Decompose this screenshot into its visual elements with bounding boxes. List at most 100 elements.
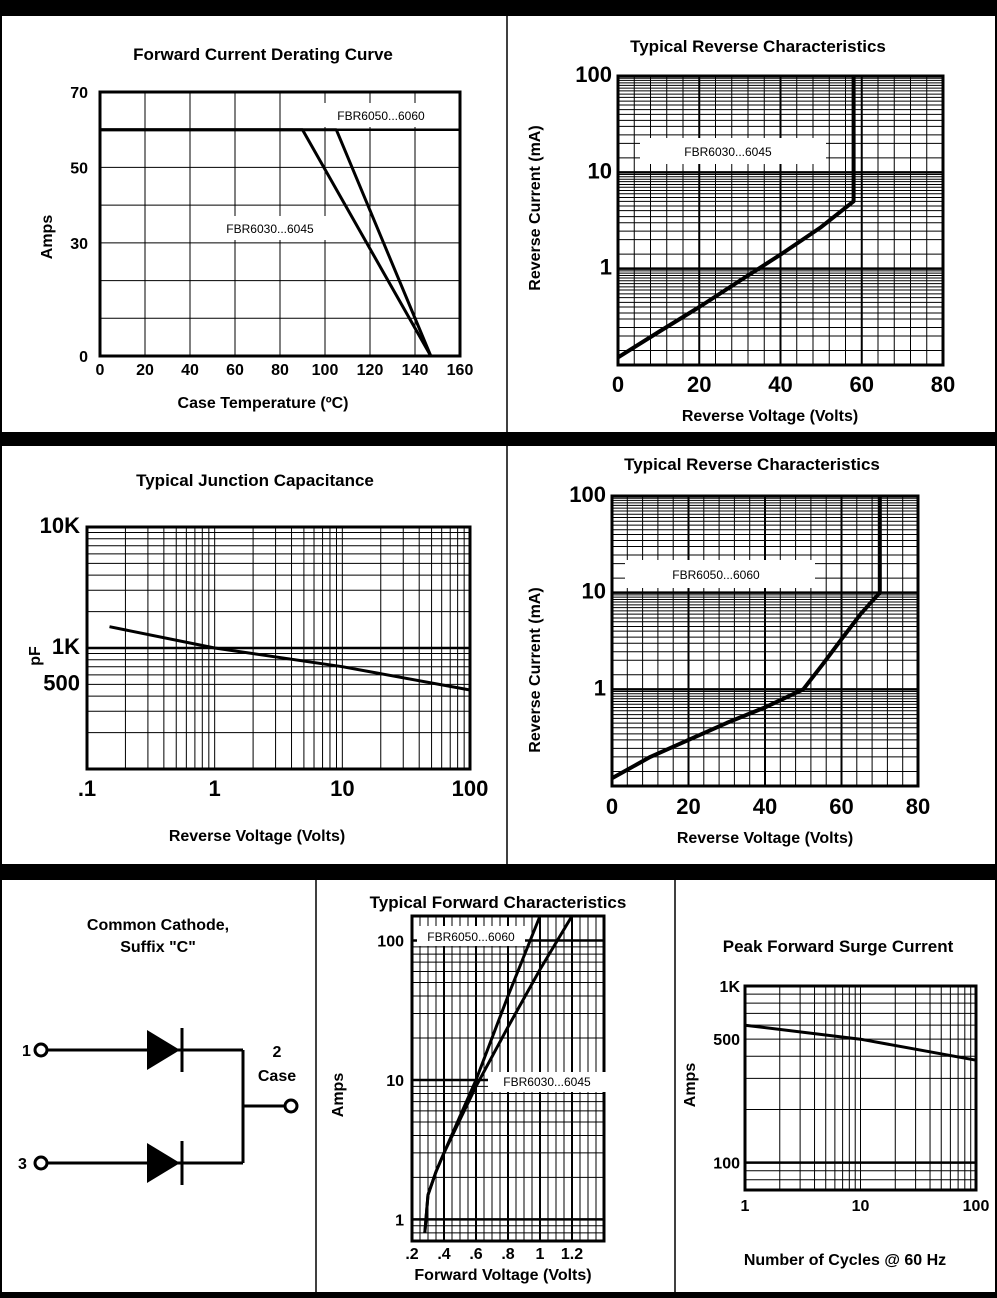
y-tick-label: 500 [713, 1032, 740, 1049]
x-tick-label: 1 [209, 776, 221, 801]
x-ticks: 1 10 100 [741, 1198, 990, 1215]
y-axis-label: Amps [682, 1063, 699, 1108]
y-axis-label: pF [27, 646, 44, 666]
x-tick-label: 140 [402, 362, 429, 379]
series-label-6050: FBR6050...6060 [337, 109, 425, 123]
pin2-label: 2 [273, 1044, 282, 1061]
x-tick-label: 20 [136, 362, 154, 379]
x-ticks: .2 .4 .6 .8 1 1.2 [405, 1246, 583, 1263]
plot-grid [87, 527, 470, 769]
chart-title: Typical Reverse Characteristics [630, 37, 886, 56]
diode-lower-icon [147, 1143, 180, 1183]
x-tick-label: 20 [687, 372, 711, 397]
x-tick-label: 10 [852, 1198, 870, 1215]
x-tick-label: 0 [612, 372, 624, 397]
y-axis-label: Amps [39, 215, 56, 260]
circuit-diagram: Common Cathode, Suffix "C" 1 3 2 Case [18, 917, 297, 1185]
x-tick-label: 1 [536, 1246, 545, 1263]
x-tick-label: 80 [931, 372, 955, 397]
top-bar [0, 0, 997, 16]
series-label-6030: FBR6030...6045 [684, 145, 772, 159]
y-axis-label: Reverse Current (mA) [527, 587, 544, 752]
x-ticks: 0 20 40 60 80 100 120 140 160 [96, 362, 474, 379]
x-tick-label: 10 [330, 776, 354, 801]
series-label-6050: FBR6050...6060 [427, 930, 515, 944]
y-tick-label: 1K [52, 634, 80, 659]
plot-grid [618, 76, 943, 365]
y-tick-label: 100 [575, 62, 612, 87]
x-tick-label: 60 [226, 362, 244, 379]
x-tick-label: 60 [850, 372, 874, 397]
x-tick-label: .4 [437, 1246, 450, 1263]
y-tick-label: 10K [40, 513, 80, 538]
pin2-terminal-icon [285, 1100, 297, 1112]
y-tick-label: 1K [720, 979, 741, 996]
plot-grid [745, 986, 976, 1190]
x-tick-label: 160 [447, 362, 474, 379]
x-tick-label: 100 [312, 362, 339, 379]
chart-forward: Typical Forward Characteristics .2 .4 .6 .8… [330, 893, 626, 1284]
x-axis-label: Case Temperature (ºC) [178, 395, 349, 412]
pin1-terminal-icon [35, 1044, 47, 1056]
y-axis-label: Reverse Current (mA) [527, 125, 544, 290]
x-ticks: 0 20 40 60 80 [612, 372, 955, 397]
y-tick-label: 30 [70, 236, 88, 253]
x-tick-label: .6 [469, 1246, 482, 1263]
x-tick-label: 20 [676, 794, 700, 819]
x-axis-label: Reverse Voltage (Volts) [169, 828, 345, 845]
pin1-label: 1 [22, 1043, 31, 1060]
y-tick-label: 100 [569, 482, 606, 507]
chart-title: Typical Forward Characteristics [370, 893, 627, 912]
bottom-bar [0, 1292, 997, 1298]
x-ticks: .1 1 10 100 [78, 776, 489, 801]
chart-capacitance: Typical Junction Capacitance .1 1 10 100 50… [27, 471, 488, 845]
y-tick-label: 1 [600, 255, 612, 280]
pin3-terminal-icon [35, 1157, 47, 1169]
y-tick-label: 50 [70, 160, 88, 177]
x-tick-label: 120 [357, 362, 384, 379]
divider-bar-2 [0, 864, 997, 880]
x-tick-label: 100 [452, 776, 489, 801]
chart-title: Peak Forward Surge Current [723, 937, 954, 956]
x-axis-label: Reverse Voltage (Volts) [682, 408, 858, 425]
x-tick-label: 1 [741, 1198, 750, 1215]
y-ticks: 0 30 50 70 [70, 85, 88, 366]
x-tick-label: 40 [753, 794, 777, 819]
diode-upper-icon [147, 1030, 180, 1070]
y-ticks: 1 10 100 [575, 62, 612, 280]
chart-reverse-6030: Typical Reverse Characteristics 0 20 40 60 8… [527, 37, 955, 425]
case-label: Case [258, 1068, 296, 1085]
x-tick-label: 80 [906, 794, 930, 819]
x-axis-label: Number of Cycles @ 60 Hz [744, 1252, 946, 1269]
x-tick-label: 100 [963, 1198, 990, 1215]
y-tick-label: 500 [43, 670, 80, 695]
circuit-subtitle: Suffix "C" [120, 939, 196, 956]
y-tick-label: 10 [588, 158, 612, 183]
chart-title: Typical Reverse Characteristics [624, 455, 880, 474]
y-tick-label: 100 [713, 1156, 740, 1173]
y-tick-label: 10 [582, 579, 606, 604]
chart-reverse-6050: Typical Reverse Characteristics 0 20 40 60 8… [527, 455, 930, 847]
x-tick-label: 40 [181, 362, 199, 379]
y-ticks: 500 1K 10K [40, 513, 80, 695]
x-tick-label: 0 [606, 794, 618, 819]
series-label-6030: FBR6030...6045 [503, 1075, 591, 1089]
x-ticks: 0 20 40 60 80 [606, 794, 930, 819]
x-tick-label: 1.2 [561, 1246, 583, 1263]
y-tick-label: 100 [377, 934, 404, 951]
x-tick-label: .2 [405, 1246, 418, 1263]
x-tick-label: .8 [501, 1246, 514, 1263]
x-tick-label: 40 [768, 372, 792, 397]
chart-title: Forward Current Derating Curve [133, 45, 393, 64]
x-tick-label: .1 [78, 776, 96, 801]
y-tick-label: 10 [386, 1073, 404, 1090]
y-tick-label: 1 [395, 1212, 404, 1229]
x-axis-label: Reverse Voltage (Volts) [677, 830, 853, 847]
circuit-title: Common Cathode, [87, 917, 229, 934]
y-axis-label: Amps [330, 1073, 347, 1118]
y-ticks: 100 500 1K [713, 979, 740, 1173]
plot-grid [612, 496, 918, 786]
y-ticks: 1 10 100 [377, 934, 404, 1230]
chart-surge: Peak Forward Surge Current 1 10 100 100 500… [682, 937, 989, 1269]
